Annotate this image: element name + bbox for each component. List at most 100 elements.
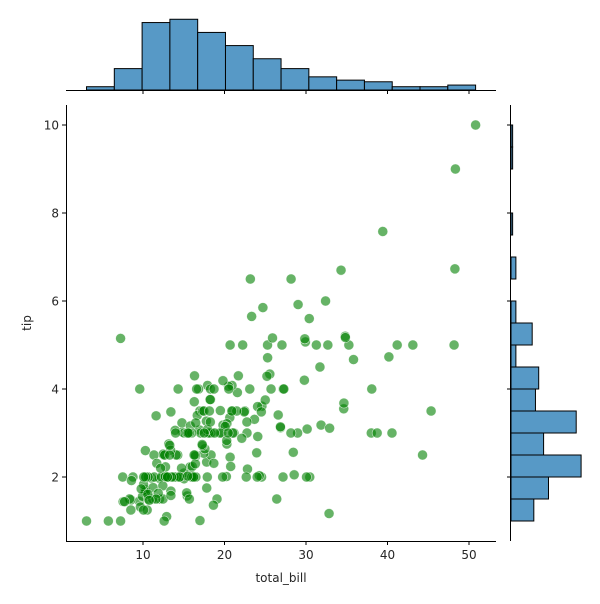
- scatter-point: [224, 451, 236, 463]
- scatter-point: [449, 263, 461, 275]
- hist-bar: [510, 432, 545, 456]
- y-tick-label: 10: [44, 119, 59, 133]
- scatter-point: [138, 504, 149, 516]
- scatter-point: [252, 431, 264, 442]
- scatter-point: [267, 332, 278, 344]
- scatter-point: [182, 427, 194, 439]
- y-tick-label: 2: [51, 471, 59, 485]
- scatter-point: [275, 421, 286, 433]
- scatter-point: [115, 333, 126, 344]
- scatter-point: [208, 458, 220, 469]
- scatter-point: [259, 394, 271, 406]
- scatter-point: [126, 475, 137, 486]
- hist-bar: [141, 22, 171, 91]
- scatter-point: [301, 471, 312, 483]
- scatter-point: [162, 471, 173, 483]
- scatter-point: [246, 311, 257, 322]
- scatter-point: [119, 496, 130, 507]
- y-tick-label: 4: [51, 383, 59, 397]
- scatter-point: [277, 471, 289, 483]
- scatter-point: [245, 273, 256, 285]
- scatter-points: [81, 119, 481, 527]
- scatter-point: [287, 447, 299, 458]
- x-tick-label: 10: [135, 548, 150, 562]
- scatter-point: [262, 352, 273, 364]
- scatter-point: [204, 394, 216, 405]
- scatter-point: [371, 427, 383, 439]
- scatter-point: [299, 333, 311, 345]
- hist-bar: [510, 476, 549, 500]
- hist-bar: [252, 58, 282, 91]
- scatter-point: [155, 462, 166, 474]
- scatter-point: [223, 383, 235, 395]
- scatter-point: [215, 405, 226, 416]
- scatter-point: [208, 383, 220, 395]
- scatter-point: [188, 396, 200, 408]
- scatter-point: [241, 416, 253, 428]
- scatter-point: [470, 119, 481, 131]
- scatter-point: [338, 397, 350, 409]
- scatter-point: [217, 471, 228, 483]
- scatter-point: [348, 354, 359, 365]
- scatter-point: [115, 515, 126, 527]
- scatter-point: [172, 383, 184, 395]
- scatter-point: [276, 339, 288, 351]
- scatter-point: [256, 406, 267, 418]
- scatter-point: [240, 471, 252, 483]
- x-axis-label: total_bill: [255, 571, 306, 585]
- scatter-point: [134, 383, 146, 395]
- scatter-point: [224, 339, 236, 351]
- scatter-point: [205, 416, 216, 428]
- scatter-point: [288, 469, 300, 481]
- hist-bar: [363, 81, 393, 91]
- scatter-point: [190, 458, 201, 470]
- hist-bar: [86, 86, 115, 91]
- scatter-point: [196, 439, 208, 450]
- y-axis-label: tip: [20, 315, 34, 331]
- scatter-point: [285, 273, 297, 285]
- hist-bar: [510, 388, 536, 412]
- hist-bar: [510, 344, 517, 368]
- scatter-point: [204, 405, 215, 417]
- scatter-point: [226, 405, 238, 417]
- hist-bar: [510, 212, 514, 236]
- scatter-point: [225, 461, 236, 472]
- scatter-point: [285, 427, 297, 439]
- scatter-point: [191, 383, 202, 395]
- scatter-point: [165, 406, 177, 418]
- marginal-y-histogram: [507, 105, 582, 541]
- y-tick-label: 8: [51, 207, 59, 221]
- marginal-x-histogram: [66, 18, 496, 94]
- hist-bar: [308, 76, 338, 91]
- scatter-point: [314, 361, 326, 373]
- hist-bar: [169, 18, 199, 91]
- joint-axes: 10 20 30 40 50 2 4 6 8 10: [44, 105, 496, 562]
- hist-bar: [447, 84, 477, 91]
- scatter-point: [184, 493, 195, 505]
- scatter-point: [383, 351, 395, 363]
- scatter-point: [261, 370, 273, 382]
- scatter-point: [301, 423, 313, 435]
- scatter-point: [251, 471, 263, 483]
- hist-bar: [510, 454, 582, 478]
- scatter-point: [386, 427, 398, 439]
- scatter-point: [322, 339, 334, 351]
- scatter-point: [201, 482, 213, 494]
- scatter-point: [190, 417, 202, 429]
- scatter-point: [138, 471, 150, 483]
- scatter-point: [208, 499, 219, 511]
- scatter-point: [311, 339, 322, 351]
- x-tick-label: 30: [298, 548, 313, 562]
- scatter-point: [158, 515, 170, 527]
- scatter-point: [202, 471, 213, 483]
- x-tick-label: 50: [461, 548, 476, 562]
- scatter-point: [143, 495, 155, 506]
- hist-bar: [280, 68, 310, 91]
- hist-bar: [510, 256, 517, 280]
- scatter-point: [237, 339, 248, 351]
- scatter-point: [271, 493, 283, 505]
- scatter-point: [103, 515, 114, 527]
- scatter-point: [265, 383, 277, 395]
- hist-bar: [510, 410, 577, 434]
